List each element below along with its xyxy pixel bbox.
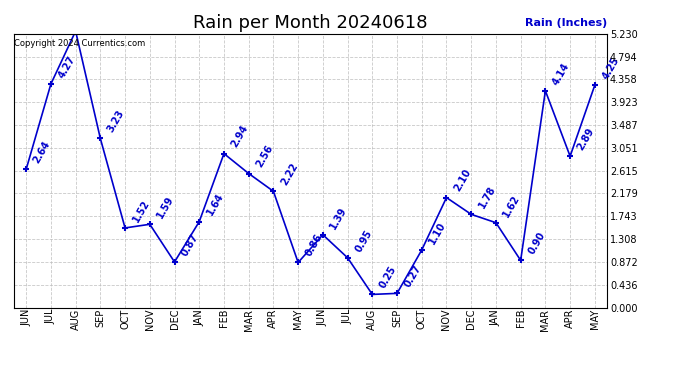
Text: 2.89: 2.89	[575, 126, 596, 152]
Text: 3.23: 3.23	[106, 108, 126, 134]
Text: 0.86: 0.86	[304, 232, 324, 258]
Text: 5.28: 5.28	[0, 374, 1, 375]
Text: 0.87: 0.87	[180, 232, 201, 258]
Text: 0.25: 0.25	[378, 264, 399, 290]
Text: 2.56: 2.56	[254, 144, 275, 170]
Text: 4.27: 4.27	[57, 54, 77, 80]
Text: 1.78: 1.78	[477, 184, 497, 210]
Text: 1.64: 1.64	[205, 192, 226, 217]
Text: 1.52: 1.52	[130, 198, 151, 224]
Text: 0.90: 0.90	[526, 231, 547, 256]
Text: 2.64: 2.64	[32, 140, 52, 165]
Text: 0.27: 0.27	[402, 263, 423, 289]
Text: Rain (Inches): Rain (Inches)	[525, 18, 607, 28]
Text: 1.39: 1.39	[328, 205, 349, 231]
Text: Copyright 2024 Currentics.com: Copyright 2024 Currentics.com	[14, 39, 146, 48]
Text: 1.59: 1.59	[155, 194, 176, 220]
Title: Rain per Month 20240618: Rain per Month 20240618	[193, 14, 428, 32]
Text: 2.10: 2.10	[452, 168, 473, 194]
Text: 2.22: 2.22	[279, 161, 299, 187]
Text: 1.62: 1.62	[502, 193, 522, 219]
Text: 4.14: 4.14	[551, 61, 571, 87]
Text: 1.10: 1.10	[427, 220, 448, 246]
Text: 2.94: 2.94	[230, 124, 250, 150]
Text: 0.95: 0.95	[353, 228, 374, 254]
Text: 4.25: 4.25	[600, 55, 621, 81]
